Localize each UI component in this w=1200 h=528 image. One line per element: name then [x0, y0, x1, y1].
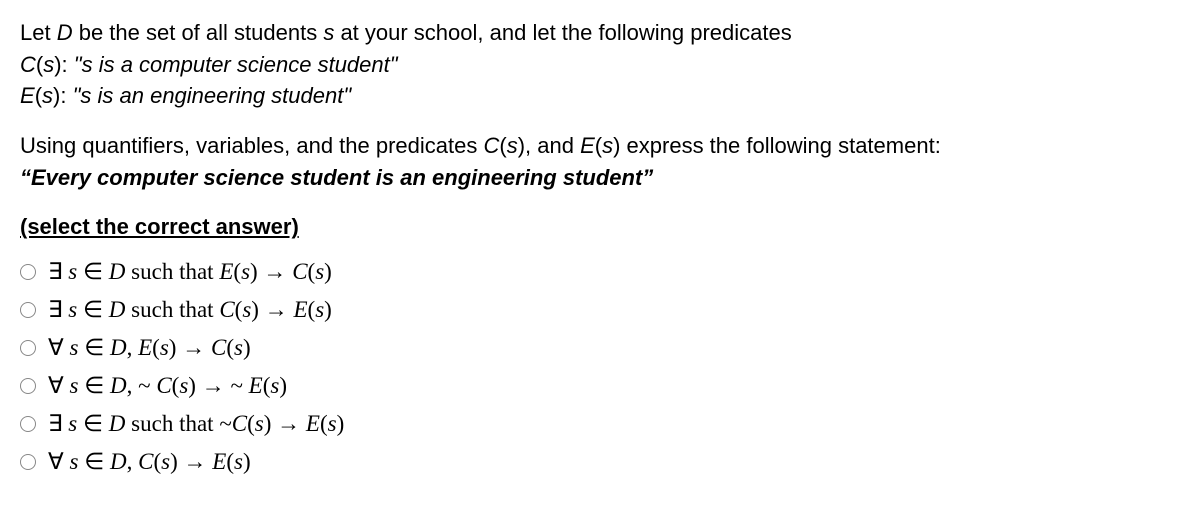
prompt-line-1: Let D be the set of all students s at yo… [20, 18, 1180, 48]
radio-icon[interactable] [20, 264, 36, 280]
var-s2: s [43, 52, 54, 77]
pred-C: C [20, 52, 36, 77]
option-3[interactable]: ∀ s ∈ D, E(s) → C(s) [20, 332, 1180, 363]
quote-cs: "s is a computer science student" [74, 52, 398, 77]
option-4[interactable]: ∀ s ∈ D, ~ C(s) → ~ E(s) [20, 370, 1180, 401]
paren-close: ): [54, 52, 74, 77]
option-2[interactable]: ∃ s ∈ D such that C(s) → E(s) [20, 294, 1180, 325]
option-3-text: ∀ s ∈ D, E(s) → C(s) [48, 332, 251, 363]
prompt-line-3: E(s): "s is an engineering student" [20, 81, 1180, 111]
option-1-text: ∃ s ∈ D such that E(s) → C(s) [48, 256, 332, 287]
options-list: ∃ s ∈ D such that E(s) → C(s) ∃ s ∈ D su… [20, 256, 1180, 477]
text-post: at your school, and let the following pr… [340, 20, 791, 45]
radio-icon[interactable] [20, 340, 36, 356]
instruction-text: (select the correct answer) [20, 212, 1180, 242]
q-s1: s [507, 133, 518, 158]
prompt-line-2: C(s): "s is a computer science student" [20, 50, 1180, 80]
pred-E: E [20, 83, 35, 108]
option-5-text: ∃ s ∈ D such that ~C(s) → E(s) [48, 408, 344, 439]
question-statement: “Every computer science student is an en… [20, 163, 1180, 193]
question-line-1: Using quantifiers, variables, and the pr… [20, 131, 1180, 161]
text-mid: be the set of all students [73, 20, 324, 45]
option-4-text: ∀ s ∈ D, ~ C(s) → ~ E(s) [48, 370, 287, 401]
q-C: C [483, 133, 499, 158]
option-6-text: ∀ s ∈ D, C(s) → E(s) [48, 446, 251, 477]
radio-icon[interactable] [20, 378, 36, 394]
var-s3: s [42, 83, 53, 108]
paren-open-3: ( [35, 83, 42, 108]
q-p4: ) express the following statement: [613, 133, 941, 158]
quote-eng: "s is an engineering student" [73, 83, 352, 108]
q-s2: s [602, 133, 613, 158]
option-6[interactable]: ∀ s ∈ D, C(s) → E(s) [20, 446, 1180, 477]
q-pre: Using quantifiers, variables, and the pr… [20, 133, 483, 158]
q-E: E [580, 133, 595, 158]
q-p3: ( [595, 133, 602, 158]
q-p2: ), and [518, 133, 580, 158]
var-s: s [323, 20, 340, 45]
var-D: D [57, 20, 73, 45]
radio-icon[interactable] [20, 302, 36, 318]
radio-icon[interactable] [20, 416, 36, 432]
paren-close-3: ): [53, 83, 73, 108]
q-p1: ( [499, 133, 506, 158]
option-2-text: ∃ s ∈ D such that C(s) → E(s) [48, 294, 332, 325]
option-5[interactable]: ∃ s ∈ D such that ~C(s) → E(s) [20, 408, 1180, 439]
text-let: Let [20, 20, 57, 45]
radio-icon[interactable] [20, 454, 36, 470]
option-1[interactable]: ∃ s ∈ D such that E(s) → C(s) [20, 256, 1180, 287]
